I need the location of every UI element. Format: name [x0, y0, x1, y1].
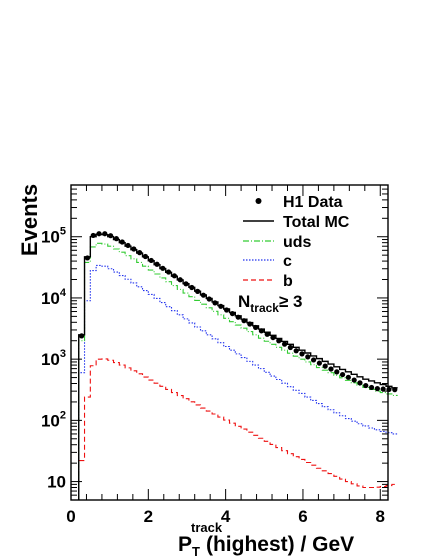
- data-point: [189, 284, 195, 291]
- data-point: [351, 377, 357, 383]
- series-total-mc: [78, 233, 398, 500]
- x-axis-label-main: P: [178, 533, 192, 556]
- data-point: [113, 236, 120, 242]
- y-tick-label-base: 10: [41, 350, 60, 369]
- y-tick-label: 104: [41, 287, 67, 308]
- data-point: [299, 351, 305, 357]
- data-point: [328, 366, 334, 372]
- data-point: [380, 386, 386, 392]
- data-point: [195, 288, 201, 294]
- y-axis-label: Events: [17, 184, 42, 256]
- y-tick-label-exp: 5: [60, 226, 66, 238]
- x-axis-label: PT (highest) / GeV: [178, 533, 354, 557]
- data-point: [229, 310, 235, 317]
- series-layer: [78, 231, 398, 500]
- data-point: [154, 261, 160, 267]
- data-point: [270, 334, 276, 341]
- x-tick-label: 6: [298, 507, 307, 526]
- data-point: [212, 300, 218, 306]
- data-point: [252, 324, 259, 331]
- legend-label: c: [283, 253, 292, 270]
- data-point: [102, 231, 108, 237]
- legend: H1 Data Total MC uds cb: [243, 194, 350, 290]
- annotation-rest: ≥ 3: [279, 292, 303, 311]
- x-axis-label-sub: T: [192, 544, 200, 557]
- x-tick-label: 0: [66, 507, 75, 526]
- x-tick-label: 2: [144, 507, 153, 526]
- y-tick-label-base: 10: [41, 228, 60, 247]
- data-point: [241, 318, 247, 324]
- y-tick-label-base: 10: [41, 289, 60, 308]
- data-point: [368, 384, 375, 391]
- x-tick-label: 8: [376, 507, 385, 526]
- legend-label: uds: [283, 234, 312, 251]
- y-tick-label-base: 10: [41, 411, 60, 430]
- data-point: [148, 257, 154, 264]
- data-point: [206, 296, 212, 302]
- data-point: [235, 314, 241, 320]
- data-point: [374, 386, 380, 392]
- plot-frame: [70, 184, 389, 501]
- data-point: [177, 277, 183, 283]
- data-point: [79, 333, 85, 339]
- data-point: [392, 387, 398, 393]
- data-point: [305, 354, 311, 360]
- y-tick-label: 105: [41, 226, 66, 247]
- y-tick-label: 102: [41, 409, 66, 430]
- data-point: [119, 239, 125, 245]
- data-point: [334, 369, 340, 375]
- data-point: [166, 269, 172, 275]
- series-b: [78, 358, 398, 500]
- data-point: [363, 382, 369, 389]
- legend-label: Total MC: [283, 214, 350, 231]
- data-point: [247, 321, 253, 327]
- data-point: [84, 255, 91, 261]
- x-axis-label-rest: (highest) / GeV: [206, 533, 354, 556]
- data-point: [287, 344, 293, 351]
- data-point: [108, 233, 114, 239]
- legend-label: b: [283, 273, 293, 290]
- y-tick-label: 103: [41, 348, 66, 369]
- data-point: [258, 328, 264, 334]
- data-point: [310, 357, 317, 363]
- annotation-sub: track: [250, 301, 279, 315]
- data-point: [160, 265, 166, 271]
- y-tick-label-exp: 3: [60, 348, 66, 360]
- data-point: [90, 232, 96, 239]
- y-tick-label-exp: 4: [60, 287, 67, 299]
- annotation: Ntrack≥ 3: [238, 292, 302, 315]
- data-point: [322, 363, 328, 369]
- data-point: [316, 360, 322, 366]
- data-point: [171, 273, 178, 279]
- series-uds: [78, 242, 398, 500]
- data-point: [276, 338, 282, 344]
- data-point: [96, 231, 102, 237]
- y-tick-label: 10: [47, 473, 66, 492]
- data-point: [339, 371, 346, 378]
- data-point: [281, 341, 288, 347]
- data-point: [293, 348, 299, 354]
- data-point: [200, 292, 207, 298]
- data-point: [264, 331, 270, 337]
- data-point: [137, 250, 143, 256]
- data-point: [125, 242, 131, 249]
- y-tick-label-exp: 2: [60, 409, 66, 421]
- data-point: [131, 246, 137, 252]
- data-point: [183, 281, 189, 287]
- data-point: [142, 253, 149, 260]
- annotation-main: N: [238, 292, 250, 311]
- data-point: [224, 307, 230, 313]
- data-point: [345, 374, 351, 380]
- x-tick-label: 4: [221, 507, 231, 526]
- x-axis-label-sup: track: [191, 520, 223, 535]
- legend-label: H1 Data: [283, 194, 343, 211]
- data-point: [218, 303, 224, 309]
- legend-marker: [255, 198, 262, 204]
- data-point: [357, 380, 363, 386]
